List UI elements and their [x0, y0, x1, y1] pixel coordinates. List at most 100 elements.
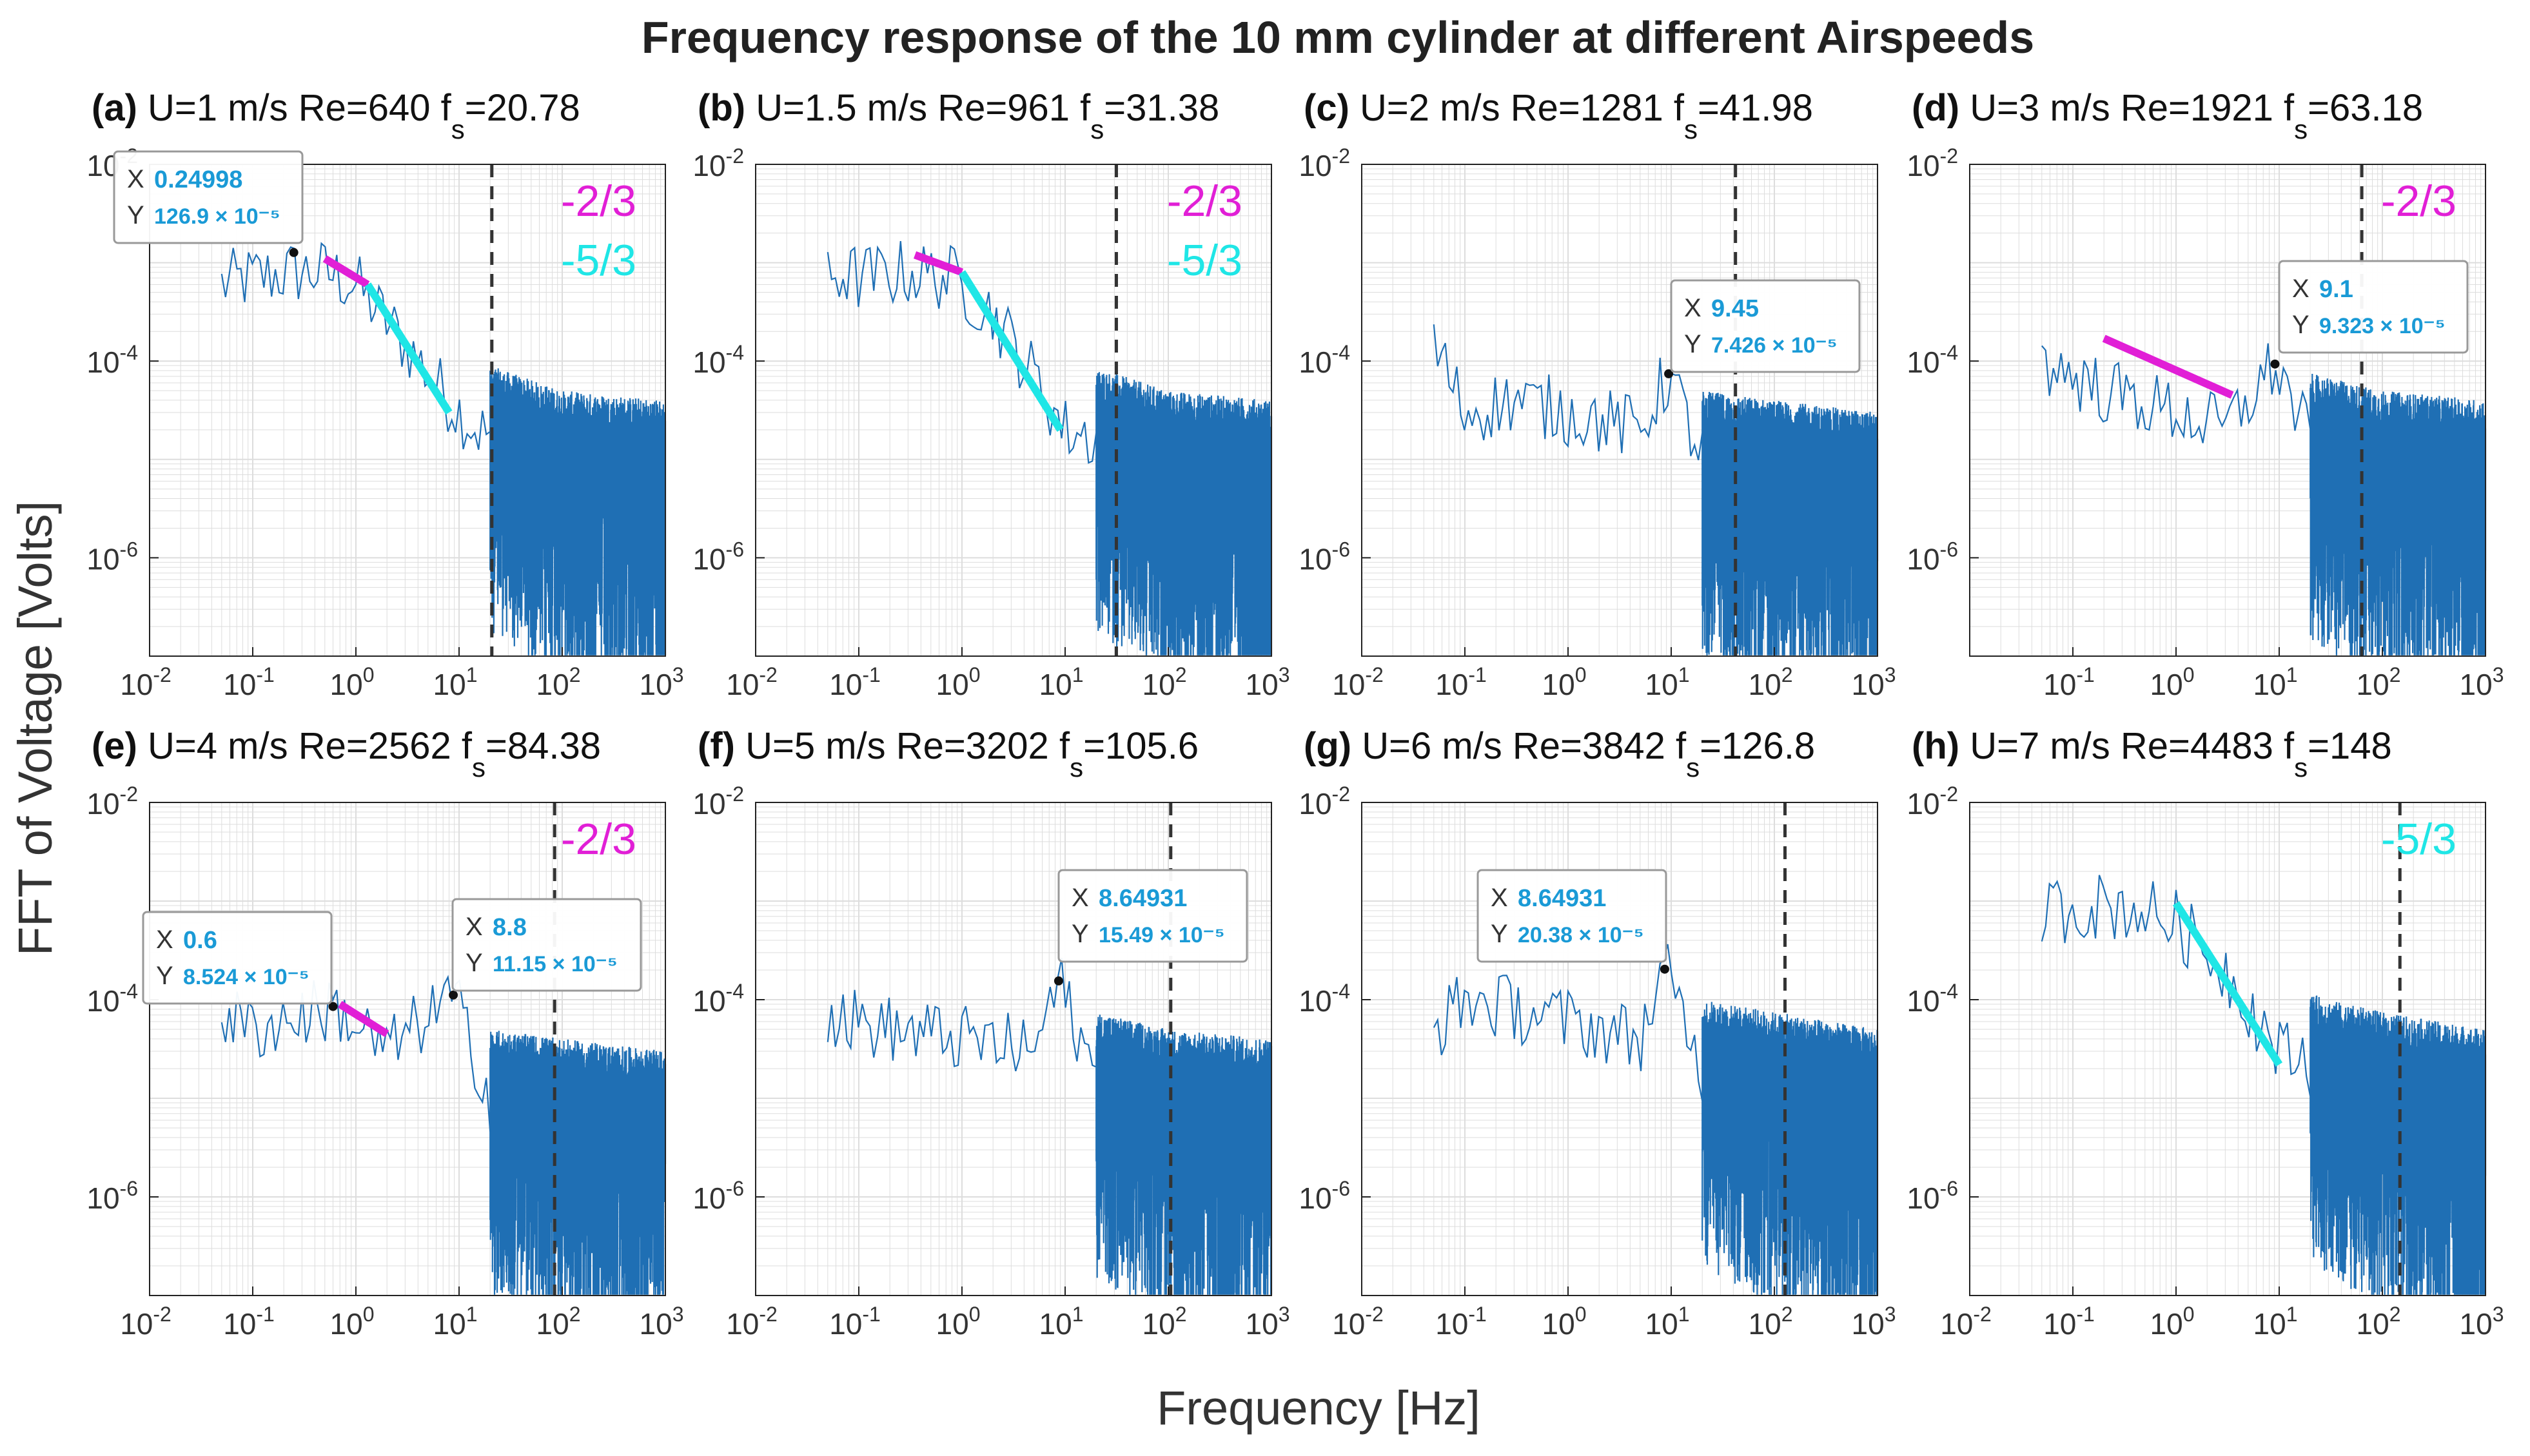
- datatip[interactable]: X 9.1 Y 9.323 × 10⁻⁵: [2278, 260, 2469, 354]
- spectrum-line: [1433, 324, 1879, 655]
- peak-marker[interactable]: [1660, 964, 1669, 974]
- datatip-box[interactable]: [2278, 260, 2469, 354]
- x-tick-base: 10: [726, 1307, 759, 1341]
- peak-marker-secondary[interactable]: [449, 990, 458, 1000]
- title-spacer: [1502, 725, 1513, 767]
- peak-marker[interactable]: [2270, 359, 2280, 369]
- datatip[interactable]: X 9.45 Y 7.426 × 10⁻⁵: [1670, 279, 1861, 373]
- panel-label: (e): [92, 725, 137, 767]
- x-tick-base: 10: [536, 668, 569, 701]
- x-tick-exponent: 1: [1678, 1303, 1690, 1326]
- panel-label: (g): [1304, 725, 1351, 767]
- title-spacer: [1959, 725, 1970, 767]
- x-tick-exponent: 1: [1072, 1303, 1084, 1326]
- axes-frame: [1361, 802, 1878, 1296]
- x-tick-label: 103: [1852, 1303, 1896, 1341]
- title-spacer: [288, 725, 299, 767]
- slope-label-neg-2-3: -2/3: [561, 177, 636, 226]
- datatip-x-label: X: [1684, 294, 1701, 322]
- peak-marker[interactable]: [1664, 369, 1674, 378]
- y-tick-exponent: -6: [120, 538, 138, 561]
- axes-frame: [1361, 164, 1878, 657]
- x-tick-exponent: -1: [862, 663, 880, 686]
- slope-line-neg-2-3: [322, 255, 370, 288]
- x-tick-exponent: 0: [969, 663, 981, 686]
- x-tick-exponent: 0: [2183, 1303, 2195, 1326]
- datatip[interactable]: X 8.64931 Y 15.49 × 10⁻⁵: [1057, 869, 1248, 963]
- y-tick-exponent: -4: [120, 980, 138, 1003]
- fs-base-label: f: [1676, 725, 1687, 767]
- fs-base-label: f: [1080, 87, 1091, 129]
- fs-value-label: =20.78: [465, 87, 580, 129]
- fs-value-label: =126.8: [1700, 725, 1815, 767]
- airspeed-label: U=7 m/s: [1970, 725, 2110, 767]
- x-tick-label: 102: [2357, 1303, 2401, 1341]
- title-spacer: [1665, 725, 1676, 767]
- datatip-box[interactable]: [1057, 869, 1248, 963]
- peak-marker[interactable]: [1054, 976, 1063, 985]
- x-tick-base: 10: [1246, 1307, 1279, 1341]
- datatip-box[interactable]: [142, 911, 333, 1005]
- datatip[interactable]: X 0.6 Y 8.524 × 10⁻⁵: [142, 911, 333, 1005]
- x-tick-base: 10: [536, 1307, 569, 1341]
- x-tick-base: 10: [936, 1307, 969, 1341]
- slope-label-neg-5-3: -5/3: [561, 236, 636, 285]
- peak-marker[interactable]: [328, 1002, 338, 1011]
- panel-label: (f): [698, 725, 735, 767]
- x-tick-base: 10: [936, 668, 969, 701]
- slope-label-neg-5-3: -5/3: [2381, 815, 2456, 864]
- y-tick-label: 10-2: [1907, 144, 1958, 182]
- y-tick-base: 10: [1299, 149, 1331, 182]
- reynolds-label: Re=2562: [299, 725, 451, 767]
- datatip[interactable]: X 8.64931 Y 20.38 × 10⁻⁵: [1476, 869, 1667, 963]
- x-tick-label: 101: [1039, 1303, 1084, 1341]
- title-spacer: [2110, 87, 2121, 129]
- y-tick-exponent: -2: [1940, 782, 1958, 806]
- title-spacer: [2273, 725, 2284, 767]
- fs-value-label: =31.38: [1104, 87, 1219, 129]
- datatip-box[interactable]: [1476, 869, 1667, 963]
- x-tick-label: 100: [2150, 663, 2195, 701]
- datatip-box[interactable]: [1670, 279, 1861, 373]
- x-tick-base: 10: [223, 668, 256, 701]
- y-tick-label: 10-2: [1299, 782, 1350, 820]
- datatip-box[interactable]: [113, 150, 304, 244]
- x-tick-label: 10-1: [829, 663, 881, 701]
- spectrum-line: [2041, 875, 2487, 1295]
- y-tick-base: 10: [86, 984, 119, 1018]
- panel-title: (g) U=6 m/s Re=3842 fs=126.8: [1304, 725, 1815, 782]
- x-tick-label: 10-2: [120, 663, 172, 701]
- fs-subscript-label: s: [1070, 752, 1083, 782]
- fs-subscript-label: s: [451, 114, 465, 144]
- x-tick-exponent: -1: [862, 1303, 880, 1326]
- title-spacer: [1663, 87, 1674, 129]
- datatip-x-label: X: [466, 913, 483, 941]
- datatip-y-label: Y: [127, 201, 144, 229]
- y-tick-base: 10: [692, 984, 725, 1018]
- slope-line-neg-2-3: [338, 1000, 389, 1038]
- slope-label-neg-2-3: -2/3: [1167, 177, 1242, 226]
- x-tick-base: 10: [1246, 668, 1279, 701]
- x-tick-label: 10-2: [726, 663, 778, 701]
- spectrum-line: [2041, 343, 2487, 655]
- x-tick-label: 103: [1246, 1303, 1290, 1341]
- title-spacer: [288, 87, 299, 129]
- y-tick-label: 10-6: [86, 538, 138, 576]
- x-tick-label: 101: [2253, 1303, 2298, 1341]
- x-tick-exponent: 3: [1885, 663, 1896, 686]
- title-spacer: [735, 725, 745, 767]
- y-tick-base: 10: [86, 345, 119, 379]
- datatip-y-value: 126.9 × 10⁻⁵: [154, 204, 280, 229]
- peak-marker[interactable]: [289, 248, 299, 257]
- y-tick-exponent: -4: [726, 980, 744, 1003]
- datatip-x-value: 9.45: [1711, 295, 1759, 322]
- x-tick-exponent: 1: [2286, 1303, 2298, 1326]
- datatip[interactable]: X 0.24998 Y 126.9 × 10⁻⁵: [113, 150, 304, 244]
- y-tick-label: 10-4: [1907, 980, 1958, 1018]
- datatip-box[interactable]: [451, 898, 642, 992]
- x-tick-label: 102: [1749, 663, 1793, 701]
- datatip[interactable]: X 8.8 Y 11.15 × 10⁻⁵: [451, 898, 642, 992]
